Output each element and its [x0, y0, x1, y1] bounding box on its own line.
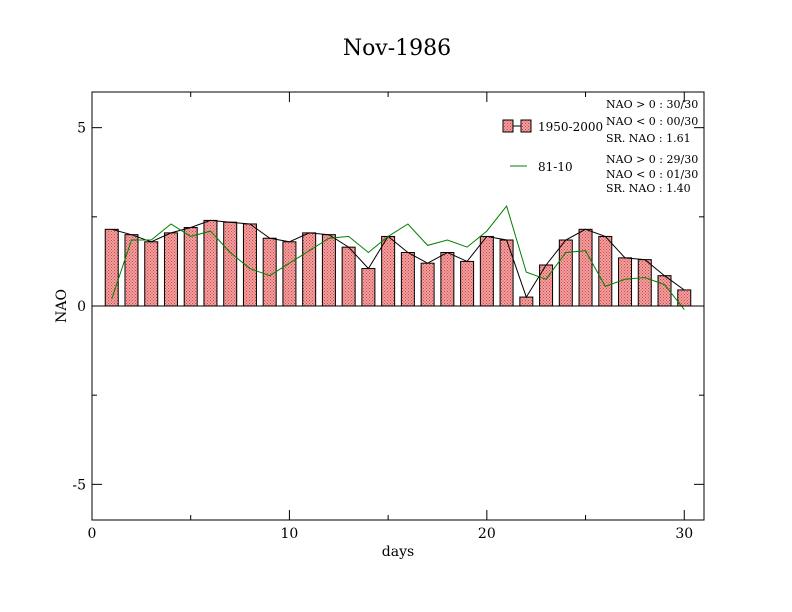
x-tick-label: 30 — [675, 526, 693, 542]
x-axis-title: days — [382, 544, 414, 560]
bar-day-11 — [302, 232, 317, 307]
stats-8110: NAO > 0 : 29/30 NAO < 0 : 01/30 SR. NAO … — [606, 153, 698, 195]
y-axis-title: NAO — [54, 289, 70, 323]
stat-8110-sr: SR. NAO : 1.40 — [606, 182, 691, 195]
bar-day-23 — [539, 264, 554, 307]
line-1950-2000 — [111, 219, 685, 299]
y-axis-ticks: -5 0 5 — [72, 121, 704, 493]
y-tick-label: -5 — [72, 477, 86, 493]
y-tick-label: 0 — [77, 299, 86, 315]
stat-8110-neg: NAO < 0 : 01/30 — [606, 168, 698, 181]
stats-1950: NAO > 0 : 30/30 NAO < 0 : 00/30 SR. NAO … — [606, 98, 698, 145]
bar-day-16 — [400, 252, 415, 307]
x-tick-label: 0 — [88, 526, 97, 542]
bar-day-22 — [519, 296, 534, 307]
bar-day-25 — [578, 228, 593, 307]
bar-day-28 — [637, 259, 652, 307]
bar-day-12 — [321, 234, 336, 307]
bar-day-24 — [558, 239, 573, 307]
stat-1950-pos: NAO > 0 : 30/30 — [606, 98, 698, 111]
x-axis-ticks: 0 10 20 30 — [88, 92, 693, 542]
bar-day-2 — [124, 234, 139, 307]
bar-day-10 — [282, 241, 297, 307]
bars-1950-2000 — [104, 219, 692, 307]
bar-day-5 — [183, 227, 198, 307]
bar-day-3 — [144, 241, 159, 307]
x-tick-label: 10 — [281, 526, 299, 542]
bar-day-14 — [361, 268, 376, 307]
bar-day-15 — [381, 235, 396, 307]
bar-day-9 — [262, 237, 277, 307]
bar-day-27 — [618, 257, 633, 307]
bar-day-4 — [163, 232, 178, 307]
bar-day-18 — [440, 252, 455, 307]
bar-day-19 — [460, 260, 475, 307]
bar-day-1 — [104, 228, 119, 307]
bar-day-13 — [341, 246, 356, 307]
bar-day-6 — [203, 219, 218, 307]
chart-title: Nov-1986 — [343, 36, 451, 61]
bar-day-21 — [499, 239, 514, 307]
legend: 1950-2000 81-10 — [502, 119, 603, 174]
y-tick-label: 5 — [77, 121, 86, 137]
stat-8110-pos: NAO > 0 : 29/30 — [606, 153, 698, 166]
bar-day-26 — [598, 235, 613, 307]
legend-label-8110: 81-10 — [538, 160, 573, 174]
bar-day-20 — [479, 235, 494, 307]
bar-day-7 — [223, 221, 238, 307]
line-81-10 — [111, 205, 685, 310]
legend-swatch-1950-left — [502, 119, 514, 133]
x-tick-label: 20 — [478, 526, 496, 542]
legend-swatch-1950-right — [520, 119, 532, 133]
legend-label-1950: 1950-2000 — [538, 120, 603, 134]
stat-1950-neg: NAO < 0 : 00/30 — [606, 115, 698, 128]
stat-1950-sr: SR. NAO : 1.61 — [606, 132, 691, 145]
bar-day-17 — [420, 262, 435, 307]
